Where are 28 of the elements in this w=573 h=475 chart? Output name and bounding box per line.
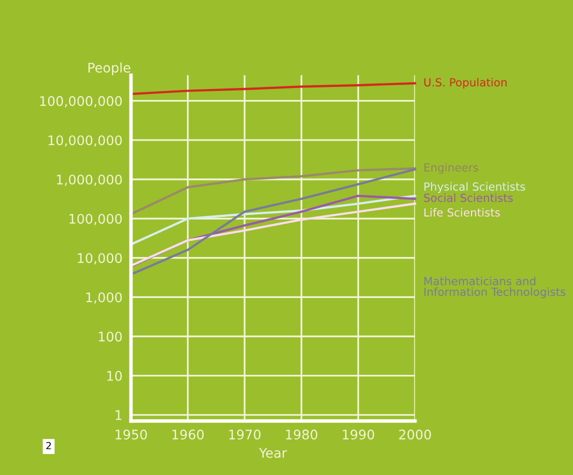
- line-series: [130, 168, 416, 276]
- line-series: [130, 82, 416, 96]
- x-tick-label: 1960: [172, 430, 204, 440]
- line-series: [130, 167, 416, 216]
- x-tick-label: 1950: [116, 430, 147, 440]
- series-label: Life Scientists: [424, 208, 500, 217]
- series-label: Physical Scientists: [424, 182, 526, 193]
- x-tick-label: 1980: [286, 430, 318, 440]
- line-series: [130, 194, 416, 246]
- x-tick-label: 1970: [229, 430, 261, 440]
- y-tick-label: 100,000,000: [40, 96, 122, 108]
- y-tick-label: 1,000,000: [56, 174, 122, 186]
- y-tick-label: 10,000: [78, 253, 122, 264]
- series-label: Social Scientists: [424, 193, 513, 202]
- text: 2: [46, 442, 51, 450]
- y-tick-label: 10: [107, 370, 122, 381]
- y-tick-label: 100,000: [70, 214, 122, 226]
- y-tick-label: 10,000,000: [48, 135, 122, 147]
- x-axis-title: Year: [259, 448, 287, 458]
- x-tick-label: 1990: [342, 430, 374, 440]
- y-tick-label: 100: [98, 332, 122, 342]
- y-tick-label: 1: [116, 410, 122, 420]
- series-label: U.S. Population: [424, 78, 507, 89]
- y-tick-label: 1,000: [86, 292, 122, 304]
- x-tick-label: 2000: [399, 430, 431, 440]
- y-axis-title: People: [88, 62, 130, 76]
- series-label: Engineers: [424, 163, 478, 174]
- text: Mathematicians and Information Technologists: [424, 276, 566, 298]
